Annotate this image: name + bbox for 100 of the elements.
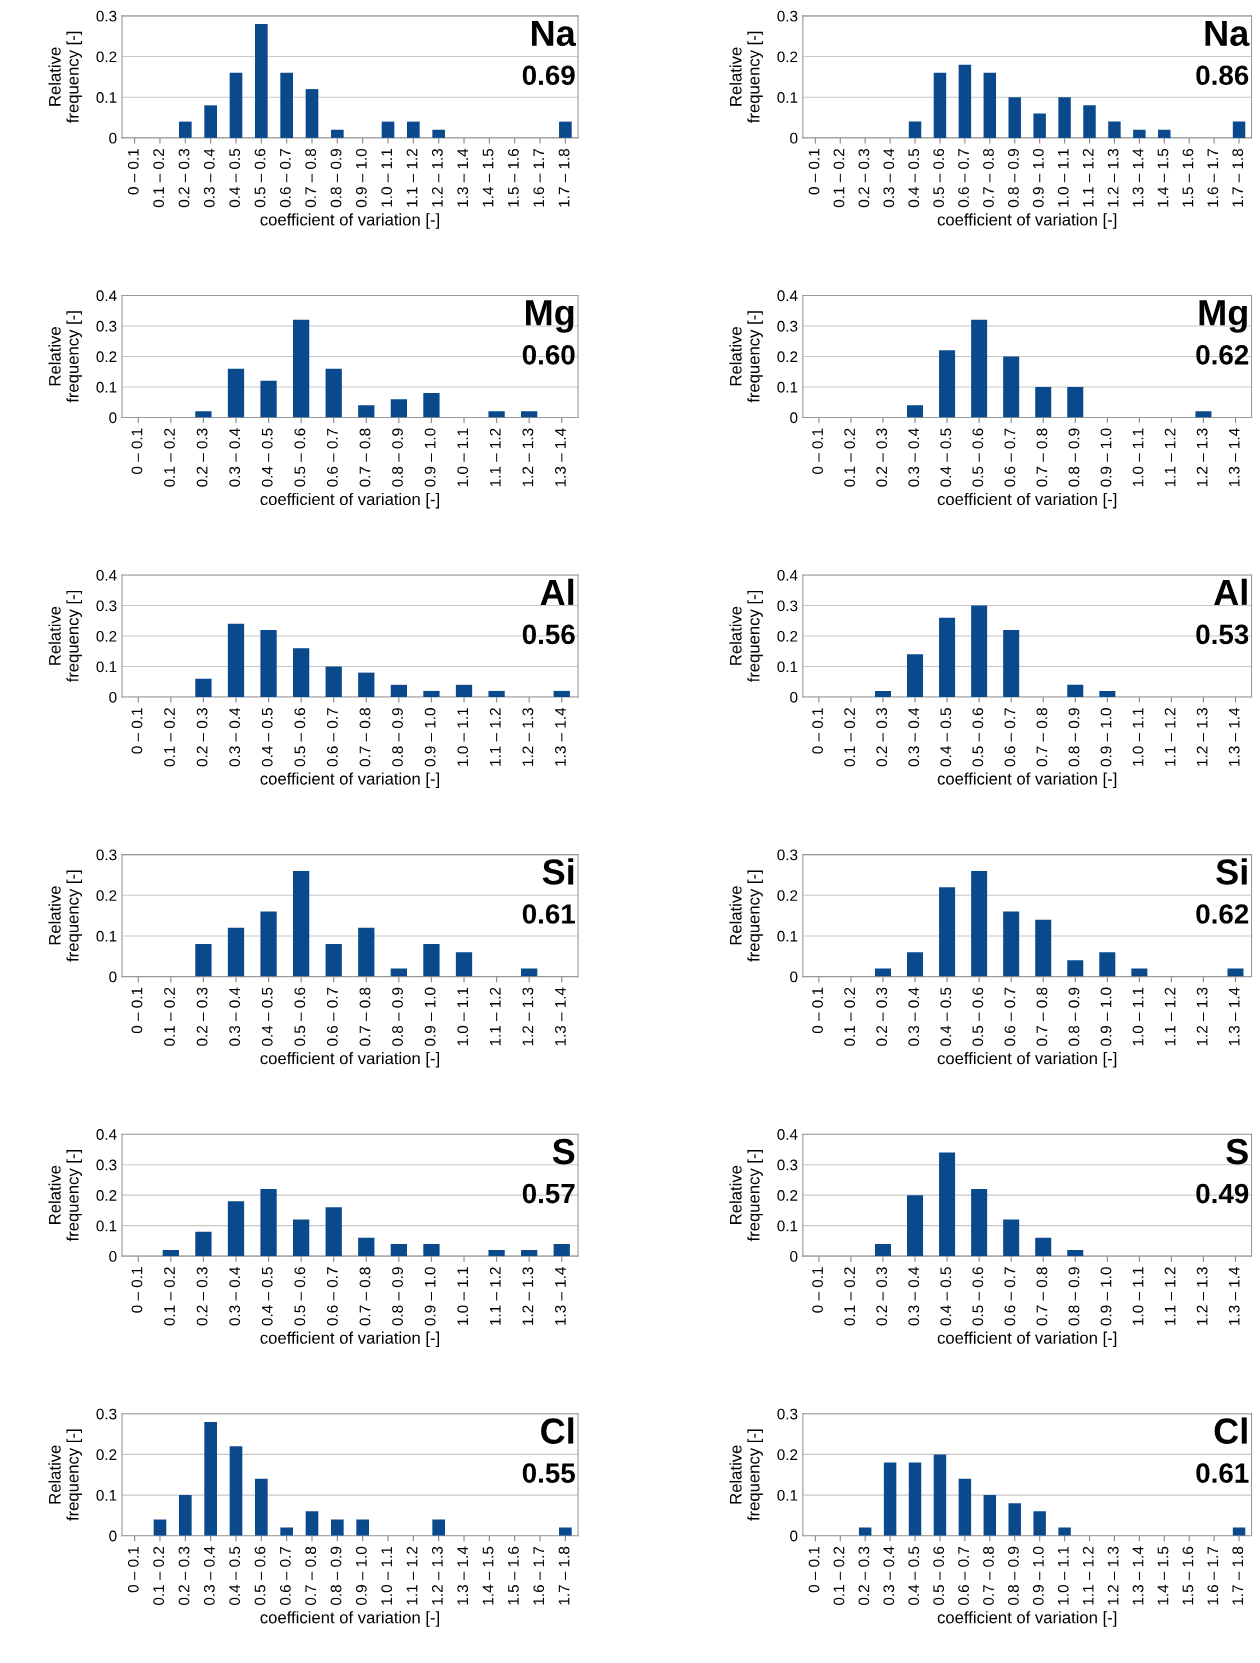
bar [908, 1462, 922, 1536]
bar [227, 1201, 245, 1257]
x-tick-label: 0.5 – 0.6 [972, 1267, 984, 1326]
y-tick-label: 0.2 [96, 1449, 117, 1461]
y-tick-label: 0 [790, 1530, 798, 1542]
x-tick-label: 0.8 – 0.9 [330, 1546, 342, 1606]
annotation: Mg [526, 300, 574, 333]
x-tick-label: 0 – 0.1 [808, 1546, 820, 1593]
x-tick-label: 0.8 – 0.9 [1068, 428, 1080, 487]
y-tick-label: 0 [790, 691, 798, 703]
x-tick-label: 1.0 – 1.1 [1057, 149, 1069, 207]
bar [229, 1446, 243, 1536]
y-tick-label: 0.4 [96, 290, 117, 302]
x-axis-title: coefficient of variation [-] [260, 1611, 439, 1627]
bar [292, 870, 310, 977]
x-tick-label: 0 – 0.1 [131, 1267, 143, 1313]
bar [260, 1189, 277, 1257]
x-tick-label: 0.5 – 0.6 [294, 428, 306, 487]
x-tick-label: 0.3 – 0.4 [908, 707, 920, 767]
x-tick-label: 0.5 – 0.6 [933, 148, 945, 208]
annotation: 0.62 [1196, 345, 1249, 365]
y-tick-label: 0 [109, 1251, 117, 1262]
x-tick-label: 1.3 – 1.4 [1228, 987, 1240, 1046]
x-tick-label: 1.0 – 1.1 [457, 428, 469, 487]
x-tick-label: 0.5 – 0.6 [294, 1267, 306, 1326]
x-tick-label: 1.6 – 1.7 [1207, 149, 1219, 207]
x-tick-label: 0.7 – 0.8 [305, 1546, 317, 1606]
x-tick-label: 1.3 – 1.4 [555, 428, 566, 487]
bar [1067, 1250, 1084, 1257]
x-tick-label: 1.1 – 1.2 [489, 1267, 501, 1325]
y-tick-label: 0 [109, 132, 117, 144]
x-tick-label: 0.6 – 0.7 [1004, 1267, 1016, 1326]
x-tick-label: 0.2 – 0.3 [876, 1267, 888, 1326]
x-tick-label: 1.1 – 1.2 [1082, 1546, 1094, 1605]
bar [1003, 1219, 1020, 1257]
y-tick-label: 0 [790, 132, 798, 144]
x-tick-label: 0 – 0.1 [127, 1546, 139, 1593]
x-axis-title: coefficient of variation [-] [260, 492, 439, 509]
y-tick-label: 0.1 [777, 930, 798, 942]
x-tick-label: 0.5 – 0.6 [254, 148, 266, 208]
bar [908, 121, 922, 138]
x-tick-label: 1.0 – 1.1 [381, 1546, 393, 1605]
x-tick-label: 1.5 – 1.6 [1182, 1546, 1194, 1605]
x-tick-label: 0.5 – 0.6 [972, 708, 984, 767]
x-tick-label: 0.5 – 0.6 [972, 428, 984, 487]
x-tick-label: 0.2 – 0.3 [876, 708, 888, 767]
x-tick-label: 1.0 – 1.1 [1132, 708, 1144, 766]
bar [939, 1152, 956, 1257]
x-tick-label: 0.7 – 0.8 [359, 428, 371, 487]
bar [1067, 684, 1084, 698]
y-tick-label: 0.1 [777, 661, 798, 673]
x-tick-label: 0.6 – 0.7 [326, 428, 338, 487]
bar [280, 72, 293, 138]
x-tick-label: 0.4 – 0.5 [229, 148, 241, 208]
annotation: 0.61 [522, 904, 575, 924]
x-tick-label: 0.9 – 1.0 [424, 987, 436, 1046]
x-tick-label: 0.6 – 0.7 [326, 987, 338, 1046]
bar [907, 405, 924, 418]
x-tick-label: 1.6 – 1.7 [1207, 1546, 1219, 1605]
x-axis-title: coefficient of variation [-] [937, 1331, 1117, 1348]
x-tick-label: 0 – 0.1 [131, 428, 143, 474]
bar [390, 684, 408, 698]
x-tick-label: 1.2 – 1.3 [1196, 1267, 1208, 1325]
x-tick-label: 1.1 – 1.2 [1164, 1267, 1176, 1325]
annotation: 0.56 [522, 624, 575, 645]
x-tick-label: 0.3 – 0.4 [229, 428, 241, 487]
x-tick-label: 0.3 – 0.4 [908, 428, 920, 487]
x-tick-label: 0.6 – 0.7 [1004, 428, 1016, 487]
bar [423, 690, 440, 698]
bar [195, 1231, 212, 1257]
x-tick-label: 0.2 – 0.3 [858, 1546, 870, 1606]
x-tick-label: 0.2 – 0.3 [196, 708, 208, 767]
y-tick-label: 0 [790, 1251, 798, 1262]
bar [1067, 960, 1084, 977]
x-tick-label: 0.3 – 0.4 [883, 148, 895, 208]
x-tick-label: 1.3 – 1.4 [1228, 428, 1240, 487]
x-tick-label: 1.2 – 1.3 [431, 148, 443, 207]
bar [971, 319, 988, 418]
annotation: Cl [1214, 1417, 1247, 1444]
x-tick-label: 0.4 – 0.5 [940, 1267, 952, 1326]
y-tick-label: 0.3 [777, 600, 798, 612]
bar [162, 1250, 179, 1257]
x-tick-label: 0.1 – 0.2 [844, 987, 856, 1046]
x-tick-label: 1.3 – 1.4 [1228, 1267, 1240, 1325]
x-tick-label: 0.1 – 0.2 [844, 708, 856, 767]
x-tick-label: 1.7 – 1.8 [558, 1546, 570, 1605]
annotation: Al [1214, 578, 1247, 605]
bar [907, 952, 924, 977]
x-tick-label: 0.9 – 1.0 [424, 428, 436, 487]
bar [195, 944, 212, 977]
bar [553, 690, 570, 698]
x-tick-label: 1.6 – 1.7 [533, 149, 545, 207]
x-tick-label: 1.5 – 1.6 [1182, 148, 1194, 207]
x-tick-label: 0.6 – 0.7 [326, 1267, 338, 1326]
x-tick-label: 1.1 – 1.2 [1164, 708, 1176, 766]
bar [381, 121, 395, 138]
x-tick-label: 1.4 – 1.5 [1157, 1546, 1169, 1605]
x-tick-label: 1.3 – 1.4 [1132, 1546, 1144, 1605]
bar [325, 1207, 342, 1257]
annotation: S [552, 1138, 575, 1165]
